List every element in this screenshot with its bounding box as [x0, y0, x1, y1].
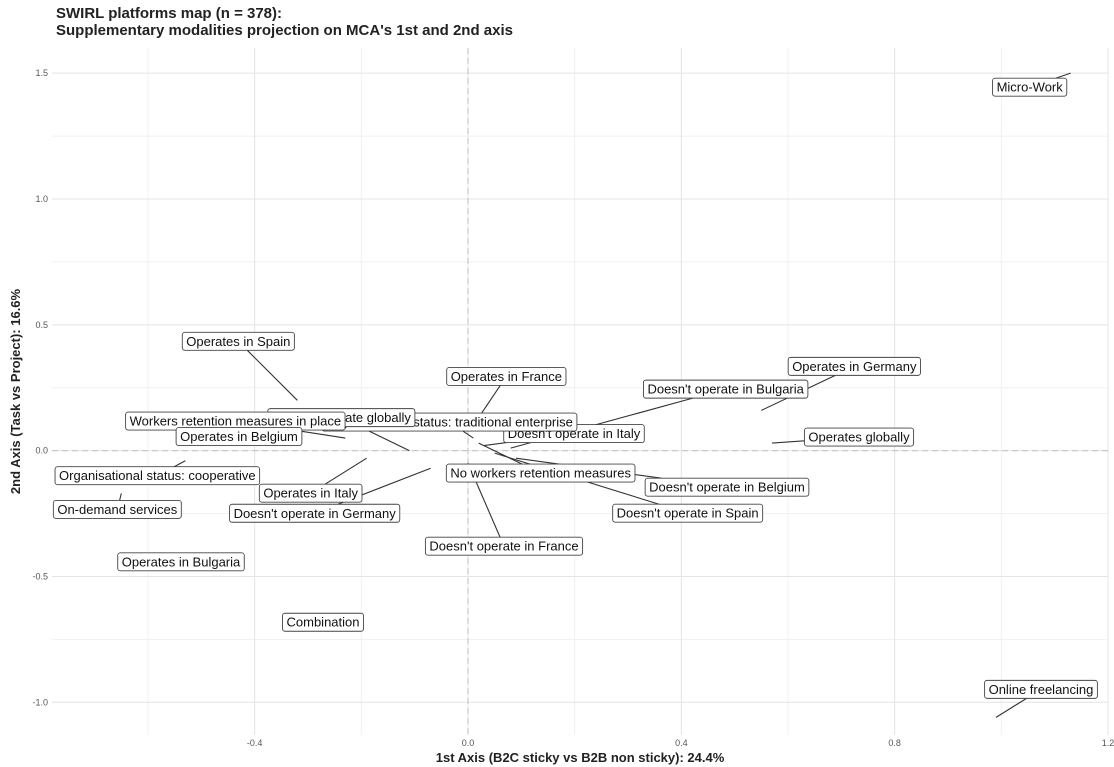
point-label: Doesn't operate in Germany [229, 503, 401, 523]
point-label-box [181, 331, 295, 351]
y-tick-label: 1.5 [35, 68, 48, 78]
point-label: Micro-Work [992, 77, 1068, 97]
point-label-text: Operates in Bulgaria [122, 554, 241, 569]
point-label-text: Doesn't operate in Bulgaria [647, 382, 804, 397]
point-label-text: No workers retention measures [450, 466, 631, 481]
point-label-box [992, 77, 1068, 97]
point-label: Operates in Italy [258, 483, 363, 503]
x-tick-label: -0.4 [247, 738, 263, 748]
point-label: Doesn't operate in Belgium [644, 477, 810, 497]
point-label-text: Doesn't operate in Belgium [649, 480, 805, 495]
point-leader-line [995, 697, 1027, 718]
point-leader-line [1055, 72, 1071, 79]
point-label-box [787, 356, 921, 376]
x-axis-title: 1st Axis (B2C sticky vs B2B non sticky):… [436, 750, 725, 765]
y-tick-label: 0.0 [35, 446, 48, 456]
point-label-box [612, 503, 764, 523]
point-label: Operates globally [803, 427, 915, 447]
point-label-box [803, 427, 915, 447]
point-label: Operates in Belgium [175, 427, 303, 446]
point-label: Doesn't operate in Spain [612, 503, 764, 523]
leader-lines [119, 72, 1071, 718]
point-label-text: Combination [287, 615, 360, 630]
point-label-text: Operates in France [451, 369, 562, 384]
point-label: No workers retention measures [445, 463, 636, 483]
point-label: Doesn't operate in France [424, 536, 584, 556]
point-label-text: On-demand services [57, 502, 177, 517]
point-label: Online freelancing [984, 679, 1098, 699]
point-label-text: Online freelancing [989, 682, 1094, 697]
y-tick-label: 0.5 [35, 320, 48, 330]
point-labels: Micro-Work Online freelancing Operates glo… [52, 77, 1098, 699]
point-label-box [258, 483, 363, 503]
point-label: Operates in Germany [787, 356, 921, 376]
point-label-text: Organisational status: cooperative [59, 468, 256, 483]
point-label: Organisational status: cooperative [54, 466, 261, 486]
reference-lines [52, 48, 1108, 735]
x-tick-label: 0.0 [462, 738, 475, 748]
point-label-box [52, 499, 182, 519]
point-label-box [54, 466, 261, 486]
point-label-box [984, 679, 1098, 699]
point-label-text: Doesn't operate in France [429, 539, 578, 554]
point-leader-line [119, 493, 122, 501]
point-label-box [117, 552, 245, 572]
point-leader-line [478, 442, 523, 465]
y-tick-label: -1.0 [32, 697, 48, 707]
point-label-text: Operates globally [808, 430, 910, 445]
point-label: Operates in France [446, 367, 567, 386]
x-tick-label: 1.2 [1102, 738, 1114, 748]
point-leader-line [483, 442, 507, 447]
grid [52, 48, 1109, 735]
point-label-text: Operates in Germany [792, 359, 917, 374]
point-label: On-demand services [52, 499, 182, 519]
point-label-text: Workers retention measures in place [130, 414, 341, 429]
point-label: Operates in Spain [181, 331, 295, 351]
point-label-box [643, 379, 809, 399]
point-leader-line [462, 430, 474, 439]
point-label: Combination [282, 612, 364, 632]
point-label-box [424, 536, 584, 556]
point-label-box [445, 463, 636, 483]
point-label-text: Operates in Italy [263, 486, 358, 501]
x-tick-label: 0.8 [888, 738, 901, 748]
point-label-box [446, 367, 567, 386]
point-leader-line [771, 440, 805, 444]
point-label-box [229, 503, 401, 523]
y-tick-label: 1.0 [35, 194, 48, 204]
point-leader-line [246, 349, 298, 401]
point-label-text: Doesn't operate in Germany [234, 506, 397, 521]
point-label-box [175, 427, 303, 446]
x-tick-label: 0.4 [675, 738, 688, 748]
chart-title: SWIRL platforms map (n = 378): [56, 5, 283, 22]
point-label-text: Doesn't operate in Spain [617, 506, 759, 521]
point-leader-line [324, 457, 367, 485]
point-label-text: Operates in Belgium [180, 429, 298, 444]
point-label: Doesn't operate in Bulgaria [643, 379, 809, 399]
chart-subtitle: Supplementary modalities projection on M… [56, 22, 513, 39]
y-tick-label: -0.5 [32, 571, 48, 581]
tick-labels: -0.4 0.0 0.4 0.8 1.2 -1.0 -0.5 0.0 0.5 1.0 1.5 [32, 68, 1114, 748]
point-label-text: Micro-Work [997, 80, 1064, 95]
point-label: Operates in Bulgaria [117, 552, 245, 572]
y-axis-title: 2nd Axis (Task vs Project): 16.6% [8, 288, 23, 494]
point-leader-line [173, 460, 186, 468]
point-label-box [282, 612, 364, 632]
point-label-text: Operates in Spain [186, 334, 290, 349]
point-label-box [644, 477, 810, 497]
